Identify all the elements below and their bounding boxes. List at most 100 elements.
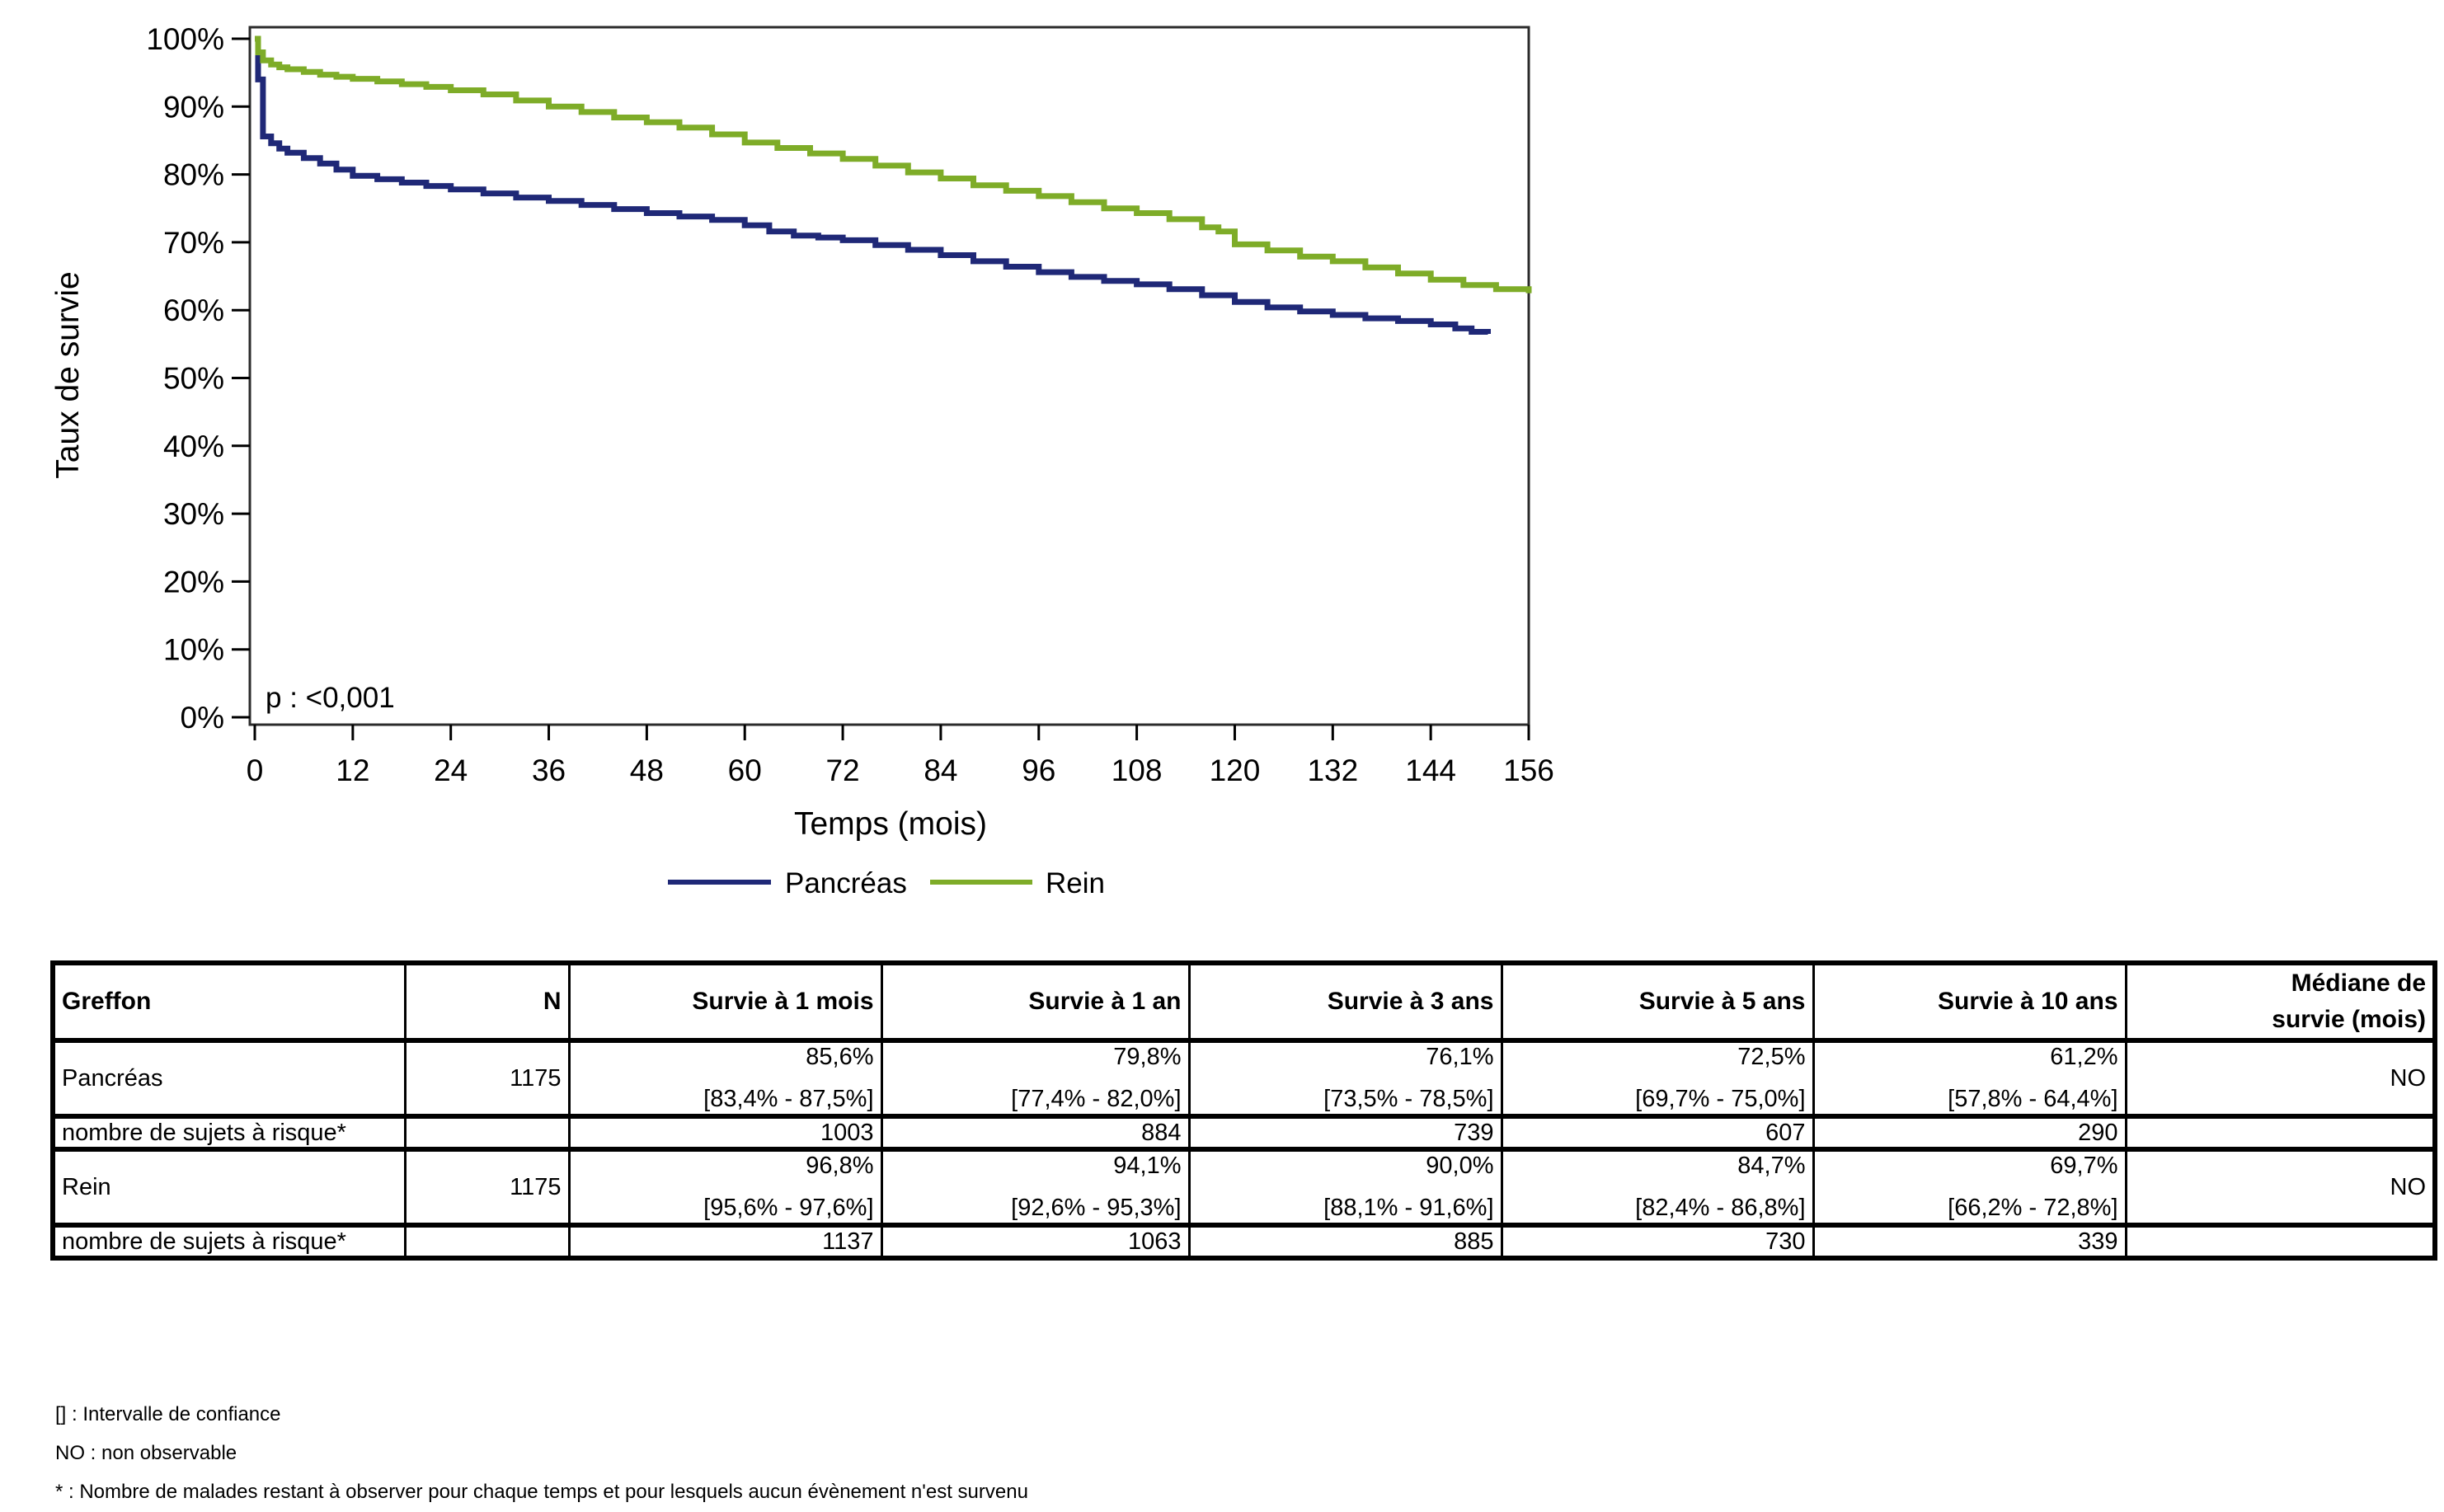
cell-value: 79,8% bbox=[1113, 1044, 1182, 1070]
cell-survie: 96,8% [95,6% - 97,6%] bbox=[567, 1147, 883, 1228]
cell-ci: [88,1% - 91,6%] bbox=[1323, 1195, 1494, 1221]
x-tick-label: 156 bbox=[1503, 754, 1554, 787]
survival-chart: 0% 10% 20% 30% 40% 50% 60% 70% 80% 90% 100% 0 12 24 3… bbox=[0, 0, 1616, 919]
cell-empty bbox=[2124, 1223, 2437, 1261]
x-tick-label: 60 bbox=[728, 754, 762, 787]
cell-survie: 90,0% [88,1% - 91,6%] bbox=[1187, 1147, 1503, 1228]
cell-empty bbox=[403, 1223, 571, 1261]
x-tick-label: 96 bbox=[1022, 754, 1055, 787]
cell-survie: 69,7% [66,2% - 72,8%] bbox=[1812, 1147, 2127, 1228]
cell-survie: 79,8% [77,4% - 82,0%] bbox=[880, 1038, 1191, 1119]
cell-empty bbox=[2124, 1114, 2437, 1152]
row-label: Pancréas bbox=[51, 1038, 407, 1119]
cell-value: 69,7% bbox=[2050, 1153, 2118, 1179]
cell-survie: 84,7% [82,4% - 86,8%] bbox=[1500, 1147, 1815, 1228]
y-tick-label: 20% bbox=[163, 565, 224, 599]
cell-ci: [92,6% - 95,3%] bbox=[1011, 1195, 1182, 1221]
cell-n: 1175 bbox=[403, 1147, 571, 1228]
table-header-row: Greffon N Survie à 1 mois Survie à 1 an … bbox=[51, 960, 2437, 1043]
rein-curve bbox=[255, 35, 1532, 293]
legend-label-rein: Rein bbox=[1046, 867, 1105, 899]
cell-ci: [83,4% - 87,5%] bbox=[703, 1086, 874, 1112]
table-row-risque-rein: nombre de sujets à risque* 1137 1063 885… bbox=[51, 1223, 2437, 1261]
y-axis-title: Taux de survie bbox=[50, 271, 86, 478]
x-axis-ticks: 0 12 24 36 48 60 72 84 96 108 120 132 144 156 bbox=[247, 725, 1554, 787]
x-tick-label: 144 bbox=[1405, 754, 1456, 787]
cell-value: 76,1% bbox=[1426, 1044, 1494, 1070]
col-header-survie-10-ans: Survie à 10 ans bbox=[1812, 960, 2127, 1043]
x-tick-label: 108 bbox=[1112, 754, 1163, 787]
survival-table: Greffon N Survie à 1 mois Survie à 1 an … bbox=[50, 960, 2437, 1261]
y-tick-label: 80% bbox=[163, 158, 224, 192]
footnote-confidence-interval: [] : Intervalle de confiance bbox=[55, 1403, 281, 1425]
cell-ci: [82,4% - 86,8%] bbox=[1635, 1195, 1806, 1221]
cell-risque: 339 bbox=[1812, 1223, 2127, 1261]
x-tick-label: 36 bbox=[532, 754, 566, 787]
cell-survie: 76,1% [73,5% - 78,5%] bbox=[1187, 1038, 1503, 1119]
cell-value: 96,8% bbox=[806, 1153, 874, 1179]
col-header-survie-5-ans: Survie à 5 ans bbox=[1500, 960, 1815, 1043]
table-row-pancreas: Pancréas 1175 85,6% [83,4% - 87,5%] 79,8%… bbox=[51, 1038, 2437, 1119]
cell-median: NO bbox=[2124, 1147, 2437, 1228]
cell-risque: 885 bbox=[1187, 1223, 1503, 1261]
row-label: nombre de sujets à risque* bbox=[51, 1223, 407, 1261]
cell-ci: [57,8% - 64,4%] bbox=[1948, 1086, 2118, 1112]
row-label: Rein bbox=[51, 1147, 407, 1228]
x-tick-label: 120 bbox=[1210, 754, 1261, 787]
y-tick-label: 100% bbox=[146, 22, 224, 56]
cell-survie: 85,6% [83,4% - 87,5%] bbox=[567, 1038, 883, 1119]
y-tick-label: 30% bbox=[163, 497, 224, 531]
col-header-n: N bbox=[403, 960, 571, 1043]
cell-risque: 884 bbox=[880, 1114, 1191, 1152]
cell-survie: 61,2% [57,8% - 64,4%] bbox=[1812, 1038, 2127, 1119]
x-tick-label: 48 bbox=[630, 754, 664, 787]
y-tick-label: 60% bbox=[163, 293, 224, 327]
cell-risque: 739 bbox=[1187, 1114, 1503, 1152]
y-tick-label: 50% bbox=[163, 362, 224, 396]
cell-risque: 730 bbox=[1500, 1223, 1815, 1261]
cell-risque: 1063 bbox=[880, 1223, 1191, 1261]
col-header-mediane: Médiane de survie (mois) bbox=[2124, 960, 2437, 1043]
x-axis-title: Temps (mois) bbox=[794, 806, 987, 842]
x-tick-label: 132 bbox=[1307, 754, 1358, 787]
y-tick-label: 40% bbox=[163, 430, 224, 463]
y-tick-label: 90% bbox=[163, 90, 224, 124]
col-header-survie-1-an: Survie à 1 an bbox=[880, 960, 1191, 1043]
y-tick-label: 10% bbox=[163, 633, 224, 667]
cell-risque: 290 bbox=[1812, 1114, 2127, 1152]
col-header-survie-3-ans: Survie à 3 ans bbox=[1187, 960, 1503, 1043]
cell-value: 85,6% bbox=[806, 1044, 874, 1070]
cell-ci: [95,6% - 97,6%] bbox=[703, 1195, 874, 1221]
survival-curves bbox=[255, 35, 1532, 335]
col-header-greffon: Greffon bbox=[51, 960, 407, 1043]
col-header-mediane-line2: survie (mois) bbox=[2272, 1006, 2426, 1033]
table-row-rein: Rein 1175 96,8% [95,6% - 97,6%] 94,1% [92,… bbox=[51, 1147, 2437, 1228]
cell-value: 61,2% bbox=[2050, 1044, 2118, 1070]
p-value-annotation: p : <0,001 bbox=[266, 682, 395, 714]
y-axis-ticks: 0% 10% 20% 30% 40% 50% 60% 70% 80% 90% 100% bbox=[146, 22, 250, 735]
kaplan-meier-plot: 0% 10% 20% 30% 40% 50% 60% 70% 80% 90% 100% 0 12 24 3… bbox=[50, 22, 1554, 899]
y-tick-label: 0% bbox=[181, 701, 224, 735]
x-tick-label: 24 bbox=[434, 754, 468, 787]
cell-median: NO bbox=[2124, 1038, 2437, 1119]
footnote-non-observable: NO : non observable bbox=[55, 1442, 237, 1464]
chart-legend: Pancréas Rein bbox=[668, 867, 1105, 899]
x-tick-label: 84 bbox=[924, 754, 957, 787]
cell-value: 90,0% bbox=[1426, 1153, 1494, 1179]
footnotes: [] : Intervalle de confiance NO : non ob… bbox=[55, 1395, 1028, 1511]
cell-survie: 94,1% [92,6% - 95,3%] bbox=[880, 1147, 1191, 1228]
y-tick-label: 70% bbox=[163, 226, 224, 260]
x-tick-label: 72 bbox=[825, 754, 859, 787]
cell-survie: 72,5% [69,7% - 75,0%] bbox=[1500, 1038, 1815, 1119]
footnote-at-risk: * : Nombre de malades restant à observer… bbox=[55, 1481, 1028, 1503]
cell-ci: [69,7% - 75,0%] bbox=[1635, 1086, 1806, 1112]
cell-value: 94,1% bbox=[1113, 1153, 1182, 1179]
cell-ci: [77,4% - 82,0%] bbox=[1011, 1086, 1182, 1112]
cell-risque: 1137 bbox=[567, 1223, 883, 1261]
table-row-risque-pancreas: nombre de sujets à risque* 1003 884 739 … bbox=[51, 1114, 2437, 1152]
col-header-mediane-line1: Médiane de bbox=[2291, 970, 2426, 997]
legend-label-pancreas: Pancréas bbox=[785, 867, 907, 899]
row-label: nombre de sujets à risque* bbox=[51, 1114, 407, 1152]
cell-ci: [66,2% - 72,8%] bbox=[1948, 1195, 2118, 1221]
cell-ci: [73,5% - 78,5%] bbox=[1323, 1086, 1494, 1112]
